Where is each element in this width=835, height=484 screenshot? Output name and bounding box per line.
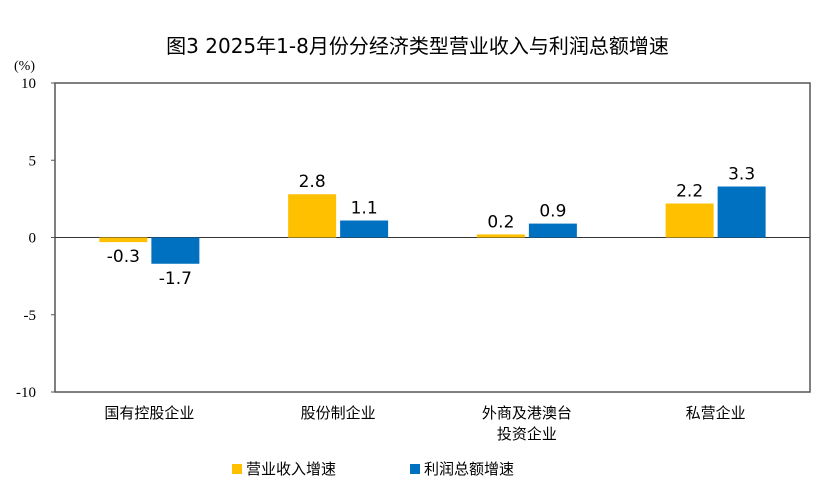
bar-revenue: [99, 237, 148, 243]
legend-label-profit: 利润总额增速: [424, 460, 515, 478]
bar-profit: [151, 237, 200, 264]
bar-revenue: [665, 203, 714, 238]
legend-label-revenue: 营业收入增速: [246, 460, 337, 478]
data-label: -0.3: [107, 247, 140, 267]
data-label: 2.2: [676, 182, 703, 202]
x-tick-label: 外商及港澳台: [482, 404, 572, 422]
x-tick-label: 国有控股企业: [104, 404, 194, 422]
chart-title: 图3 2025年1-8月份分经济类型营业收入与利润总额增速: [166, 34, 669, 58]
data-label: 0.2: [487, 212, 514, 232]
x-tick-label: 投资企业: [497, 425, 557, 443]
y-tick-label: -5: [24, 308, 37, 324]
bar-profit: [717, 186, 766, 238]
y-tick-label: 5: [29, 153, 37, 169]
data-label: 0.9: [539, 202, 566, 222]
y-tick-label: 10: [21, 76, 36, 92]
bar-revenue: [288, 194, 337, 238]
bar-profit: [528, 223, 577, 238]
x-tick-label: 私营企业: [686, 404, 746, 422]
data-label: 2.8: [299, 172, 326, 192]
legend-swatch-revenue: [232, 463, 242, 474]
y-tick-label: 0: [29, 231, 37, 247]
y-tick-label: -10: [16, 385, 36, 401]
legend-swatch-profit: [410, 463, 420, 474]
x-tick-label: 股份制企业: [301, 404, 376, 422]
legend-item-revenue: 营业收入增速: [232, 458, 336, 479]
legend-item-profit: 利润总额增速: [410, 458, 514, 479]
data-label: -1.7: [159, 269, 192, 289]
data-label: 3.3: [728, 165, 755, 185]
data-label: 1.1: [351, 199, 378, 219]
y-axis-unit: (%): [14, 59, 35, 74]
bar-revenue: [476, 234, 525, 238]
bar-profit: [340, 220, 389, 238]
